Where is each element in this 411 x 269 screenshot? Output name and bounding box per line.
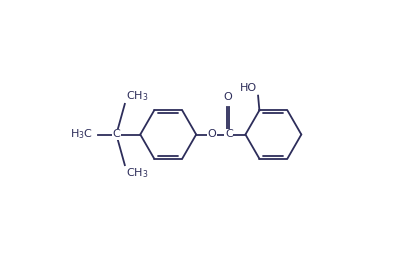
Text: O: O xyxy=(208,129,217,140)
Text: C: C xyxy=(225,129,233,140)
Text: H$_3$C: H$_3$C xyxy=(70,128,93,141)
Text: HO: HO xyxy=(240,83,257,93)
Text: O: O xyxy=(224,92,232,102)
Text: CH$_3$: CH$_3$ xyxy=(126,89,149,102)
Text: C: C xyxy=(113,129,120,140)
Text: CH$_3$: CH$_3$ xyxy=(126,167,149,180)
